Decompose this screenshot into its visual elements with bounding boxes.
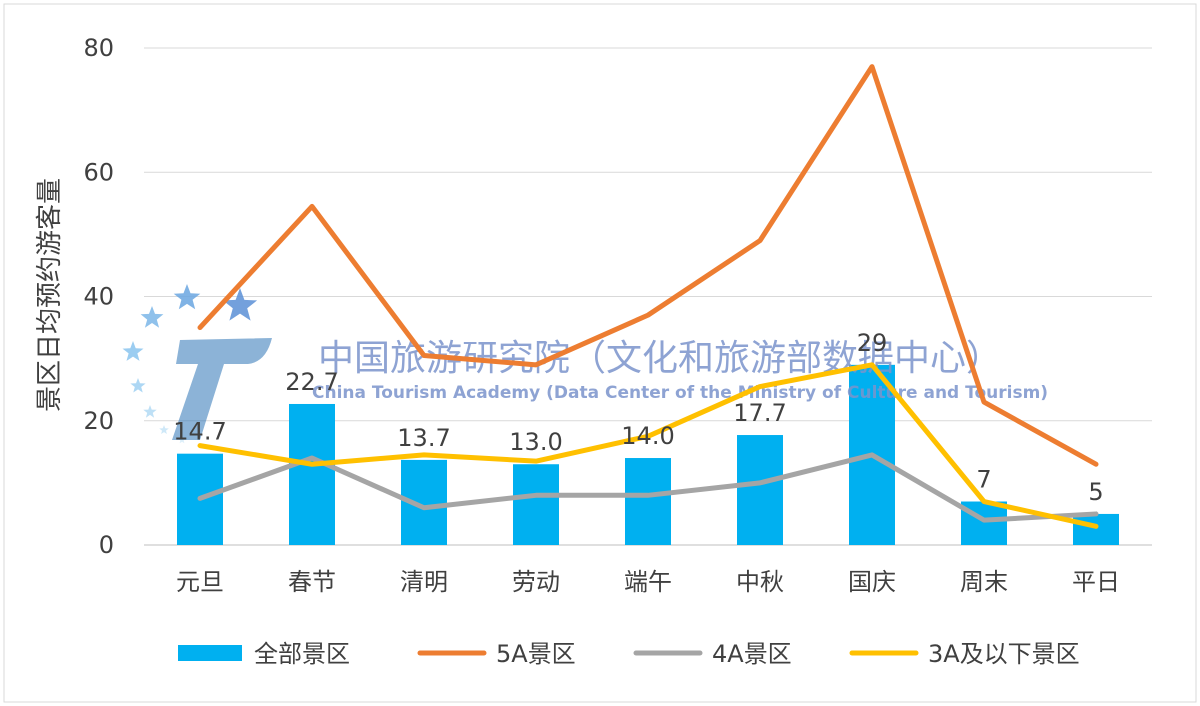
x-category-label: 中秋: [736, 568, 784, 596]
x-category-label: 周末: [960, 568, 1008, 596]
y-tick-labels: 0 20 40 60 80: [83, 34, 114, 559]
bar-data-label: 14.7: [173, 418, 226, 446]
bar-data-label: 14.0: [621, 422, 674, 450]
watermark-logo: T: [172, 338, 272, 440]
x-category-label: 元旦: [176, 568, 224, 596]
y-tick-label: 40: [83, 283, 114, 311]
bar-data-label: 13.0: [509, 428, 562, 456]
bar: [289, 403, 335, 545]
y-tick-label: 0: [99, 531, 114, 559]
star-icon: [173, 284, 201, 310]
bar: [513, 464, 559, 545]
legend: 全部景区 5A景区 4A景区 3A及以下景区: [178, 640, 1080, 668]
star-icon: [130, 378, 146, 393]
x-category-label: 劳动: [512, 568, 560, 596]
bar-data-label: 29: [857, 329, 888, 357]
line-series: [197, 64, 1099, 529]
y-tick-label: 20: [83, 407, 114, 435]
star-icon: [122, 341, 144, 361]
x-category-label: 国庆: [848, 568, 896, 596]
star-icon: [143, 405, 157, 418]
y-tick-label: 60: [83, 158, 114, 186]
x-category-label: 春节: [288, 568, 336, 596]
bar-data-label: 22.7: [285, 368, 338, 396]
series-line: [197, 362, 1099, 529]
legend-label: 3A及以下景区: [928, 640, 1080, 668]
x-category-label: 平日: [1072, 568, 1120, 596]
x-category-label: 端午: [624, 568, 672, 596]
legend-label: 4A景区: [712, 640, 792, 668]
bar-data-label: 5: [1088, 478, 1103, 506]
watermark-subtitle: China Tourism Academy (Data Center of th…: [312, 383, 1048, 403]
bar: [737, 435, 783, 545]
star-icon: [159, 425, 169, 434]
star-icon: [222, 288, 258, 321]
star-icon: [140, 306, 164, 328]
series-line: [197, 64, 1099, 467]
x-category-label: 清明: [400, 568, 448, 596]
bar: [625, 458, 671, 545]
logo-t-icon: [172, 338, 272, 440]
x-category-labels: 元旦 春节 清明 劳动 端午 中秋 国庆 周末 平日: [176, 568, 1120, 596]
bar-data-labels: 14.7 22.7 13.7 13.0 14.0 17.7 29 7 5: [173, 329, 1103, 506]
bar-data-label: 13.7: [397, 424, 450, 452]
y-tick-label: 80: [83, 34, 114, 62]
legend-label: 全部景区: [254, 640, 350, 668]
watermark-title: 中国旅游研究院（文化和旅游部数据中心）: [318, 338, 1002, 379]
bar-data-label: 7: [976, 466, 991, 494]
legend-label: 5A景区: [496, 640, 576, 668]
legend-swatch: [178, 645, 242, 661]
bar: [1073, 513, 1119, 545]
series-line: [197, 452, 1099, 523]
bar-data-label: 17.7: [733, 399, 786, 427]
y-axis-label: 景区日均预约游客量: [35, 178, 65, 412]
